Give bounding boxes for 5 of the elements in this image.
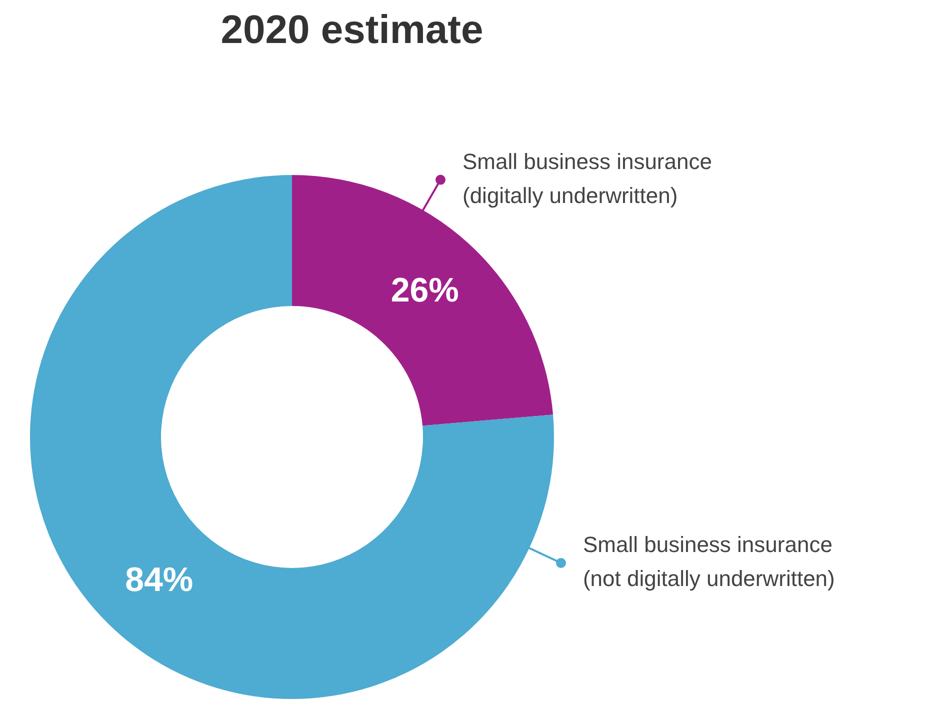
chart-title: 2020 estimate: [220, 8, 484, 53]
data-label: 26%: [390, 272, 459, 310]
legend-label: Small business insurance (not digitally underwritten): [582, 532, 835, 592]
data-label: 84%: [125, 561, 194, 600]
legend-label: Small business insurance (digitally underwritten): [462, 148, 712, 208]
